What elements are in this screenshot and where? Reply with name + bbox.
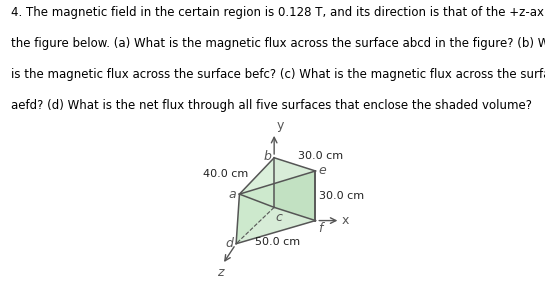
Text: 40.0 cm: 40.0 cm: [203, 169, 249, 179]
Text: f: f: [318, 222, 322, 235]
Polygon shape: [236, 171, 316, 244]
Text: z: z: [217, 267, 224, 280]
Text: is the magnetic flux across the surface befc? (c) What is the magnetic flux acro: is the magnetic flux across the surface …: [11, 68, 545, 81]
Polygon shape: [236, 158, 274, 244]
Text: 50.0 cm: 50.0 cm: [255, 237, 300, 247]
Text: y: y: [276, 119, 283, 132]
Text: e: e: [318, 164, 326, 177]
Text: x: x: [342, 214, 349, 227]
Text: the figure below. (a) What is the magnetic flux across the surface abcd in the f: the figure below. (a) What is the magnet…: [11, 37, 545, 50]
Text: d: d: [225, 237, 233, 250]
Text: aefd? (d) What is the net flux through all five surfaces that enclose the shaded: aefd? (d) What is the net flux through a…: [11, 99, 532, 112]
Polygon shape: [274, 158, 316, 221]
Text: b: b: [263, 151, 271, 164]
Text: 30.0 cm: 30.0 cm: [298, 151, 343, 161]
Text: 30.0 cm: 30.0 cm: [319, 191, 364, 201]
Text: 4. The magnetic field in the certain region is 0.128 T, and its direction is tha: 4. The magnetic field in the certain reg…: [11, 6, 545, 19]
Text: c: c: [275, 211, 282, 224]
Text: a: a: [228, 188, 236, 201]
